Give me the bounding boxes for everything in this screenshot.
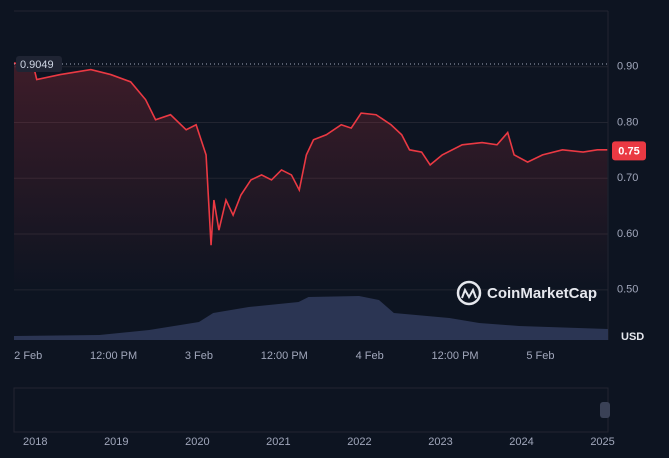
y-tick-label: 0.80 <box>617 116 638 128</box>
x-tick-label: 2023 <box>428 436 452 448</box>
x-tick-label: 2024 <box>509 436 533 448</box>
volume-area <box>14 296 608 340</box>
x-tick-label: 4 Feb <box>356 350 384 362</box>
navigator-handle[interactable] <box>600 402 610 418</box>
price-area <box>14 62 608 290</box>
reference-label: 0.9049 <box>20 59 54 71</box>
y-tick-label: 0.70 <box>617 172 638 184</box>
watermark-text: CoinMarketCap <box>487 285 597 302</box>
x-tick-label: 12:00 PM <box>432 350 479 362</box>
y-tick-label: 0.90 <box>617 61 638 73</box>
current-price-tag <box>612 141 646 161</box>
y-tick-label: 0.50 <box>617 284 638 296</box>
navigator <box>13 387 609 433</box>
x-tick-label: 2021 <box>266 436 290 448</box>
watermark: CoinMarketCap <box>456 280 597 306</box>
current-price-label: 0.75 <box>618 145 639 157</box>
x-tick-label: 3 Feb <box>185 350 213 362</box>
x-tick-label: 2022 <box>347 436 371 448</box>
x-tick-label: 2025 <box>590 436 614 448</box>
x-tick-label: 5 Feb <box>526 350 554 362</box>
x-tick-label: 2020 <box>185 436 209 448</box>
x-tick-label: 12:00 PM <box>90 350 137 362</box>
x-tick-label: 2019 <box>104 436 128 448</box>
y-tick-label: 0.60 <box>617 228 638 240</box>
x-tick-label: 2 Feb <box>14 350 42 362</box>
currency-label: USD <box>621 331 644 343</box>
x-tick-label: 12:00 PM <box>261 350 308 362</box>
price-line <box>13 62 608 246</box>
reference-label-bg <box>16 56 62 73</box>
x-tick-label: 2018 <box>23 436 47 448</box>
